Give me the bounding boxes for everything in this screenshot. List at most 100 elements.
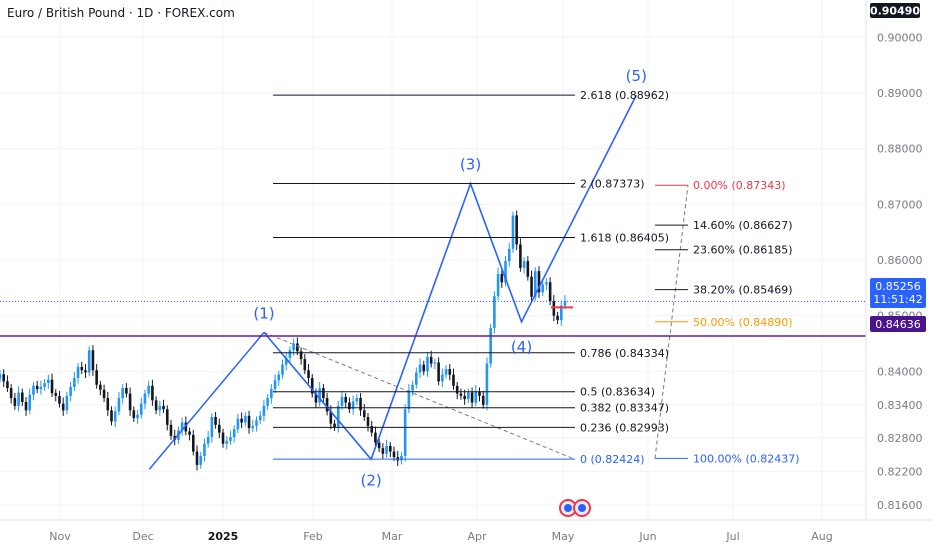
candle-body [244,415,247,423]
price-tick-label: 0.88000 [877,143,923,156]
candle-body [50,379,54,394]
candle-body [240,418,243,423]
current-price-tag: 0.85256 11:51:42 [870,278,926,308]
price-tick-label: 0.81600 [877,499,923,512]
candle-body [322,388,325,399]
dashed-extension-line [654,185,689,459]
indicator-icons[interactable] [559,499,591,517]
candle-body [251,425,255,429]
candle-body [474,391,478,403]
symbol-title: Euro / British Pound · 1D · FOREX.com [7,6,235,20]
candle-body [559,305,563,321]
candle-body [158,405,162,411]
price-tick-label: 0.82200 [877,466,923,479]
candle-body [374,432,377,443]
candle-body [273,380,277,390]
fib-percent-level-label: 100.00% (0.82437) [693,452,800,465]
candle-body [91,350,95,371]
time-tick-label: Aug [811,530,832,543]
candle-body [351,401,355,410]
time-axis[interactable]: Nov Dec 2025 Feb Mar Apr May Jun Jul Aug [0,519,932,550]
candle-body [281,364,284,375]
candle-body [199,455,203,465]
time-tick-label: Mar [382,530,403,543]
bar-countdown-label: 11:51:42 [873,293,922,306]
candle-body [400,455,403,461]
candle-body [258,415,262,421]
candle-body [377,442,381,449]
candle-body [151,385,154,401]
candle-body [426,356,429,372]
fibonacci-levels: 2.618 (0.88962) 2 (0.87373) 1.618 (0.86405… [273,89,800,466]
price-tick-label: 0.83400 [877,399,923,412]
candle-body [515,215,518,245]
candle-body [478,391,481,396]
candle-body [117,398,121,412]
wave-label-3: (3) [460,156,481,174]
time-tick-label: Nov [49,530,71,543]
horizontal-line-price-label: 0.84636 [875,318,921,331]
candle-body [307,370,310,379]
candlesticks [0,210,567,471]
fib-extension-level-label: 2 (0.87373) [580,178,645,191]
candle-body [296,343,299,352]
candle-body [73,378,76,387]
candle-body [441,374,444,382]
price-tick-label: 0.84000 [877,365,923,378]
candle-body [467,392,470,400]
candle-body [526,261,530,277]
candle-body [214,417,217,425]
event-icon-center [578,504,586,512]
candle-body [277,374,281,381]
wave-label-2: (2) [360,471,381,489]
fib-retracement-level-label: 0.786 (0.84334) [580,347,669,360]
candle-body [541,284,544,293]
candle-body [359,398,362,411]
wave-labels: (1) (2) (3) (4) (5) [253,67,647,489]
candle-body [147,385,150,394]
wave-1-trendline [148,331,265,470]
candle-body [95,370,98,385]
candle-body [437,362,440,382]
candle-body [470,392,474,403]
candle-body [32,385,35,395]
candle-body [80,366,84,371]
top-price-label: 0.90490 [870,5,920,18]
price-axis[interactable]: 0.900000.890000.880000.870000.860000.850… [865,0,932,520]
horizontal-line-price-tag: 0.84636 [870,316,926,332]
candle-body [113,411,117,422]
candle-body [6,381,9,389]
candle-body [180,422,184,431]
candle-body [459,393,463,396]
candle-body [266,398,269,406]
candle-body [429,356,433,364]
price-tick-label: 0.82800 [877,432,923,445]
fib-percent-level-label: 50.00% (0.84890) [693,316,793,329]
fib-percent-level-label: 38.20% (0.85469) [693,284,793,297]
candle-body [329,411,333,424]
candle-body [403,409,407,456]
candle-body [210,417,214,438]
candle-body [61,403,65,411]
candle-body [388,445,392,452]
fib-retracement-level-label: 0.5 (0.83634) [580,386,655,399]
candle-body [381,448,385,454]
wave-label-1: (1) [253,304,274,322]
fib-retracement-level-label: 0 (0.82424) [580,453,645,466]
candle-body [247,415,251,429]
candle-body [206,437,210,444]
price-tick-label: 0.89000 [877,87,923,100]
candle-body [310,378,314,394]
price-tick-label: 0.90000 [877,31,923,44]
wave-label-4: (4) [511,338,532,356]
candle-body [21,392,24,402]
candle-body [229,437,232,441]
candle-body [366,417,370,426]
candle-body [288,350,292,358]
time-tick-label: Jun [638,530,656,543]
candle-body [493,296,496,328]
candle-body [13,398,17,406]
candle-body [556,315,559,321]
candle-body [0,374,2,379]
